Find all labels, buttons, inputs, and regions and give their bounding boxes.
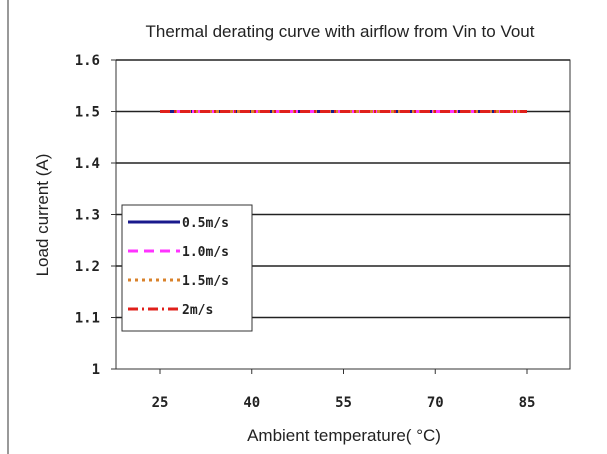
- x-tick-label: 85: [519, 395, 536, 411]
- x-axis-label: Ambient temperature( °C): [247, 426, 441, 445]
- y-tick-label: 1.4: [75, 156, 100, 172]
- y-tick-label: 1.2: [75, 259, 100, 275]
- legend-label: 1.5m/s: [182, 274, 229, 289]
- y-tick-label: 1: [92, 362, 100, 378]
- x-tick-label: 55: [335, 395, 352, 411]
- y-tick-label: 1.1: [75, 311, 100, 327]
- x-tick-label: 25: [152, 395, 169, 411]
- legend-label: 2m/s: [182, 303, 213, 318]
- y-tick-label: 1.3: [75, 208, 100, 224]
- x-tick-label: 40: [243, 395, 260, 411]
- y-tick-label: 1.5: [75, 105, 100, 121]
- chart-title: Thermal derating curve with airflow from…: [146, 22, 535, 41]
- legend-label: 0.5m/s: [182, 216, 229, 231]
- legend-label: 1.0m/s: [182, 245, 229, 260]
- y-tick-label: 1.6: [75, 53, 100, 69]
- legend: 0.5m/s 1.0m/s 1.5m/s 2m/s: [121, 204, 253, 332]
- y-axis-label: Load current (A): [33, 154, 52, 277]
- x-tick-label: 70: [427, 395, 444, 411]
